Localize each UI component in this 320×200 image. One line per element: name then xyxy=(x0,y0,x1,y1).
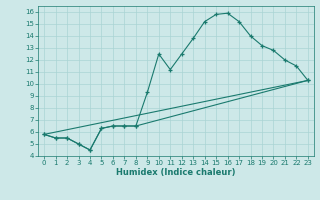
X-axis label: Humidex (Indice chaleur): Humidex (Indice chaleur) xyxy=(116,168,236,177)
